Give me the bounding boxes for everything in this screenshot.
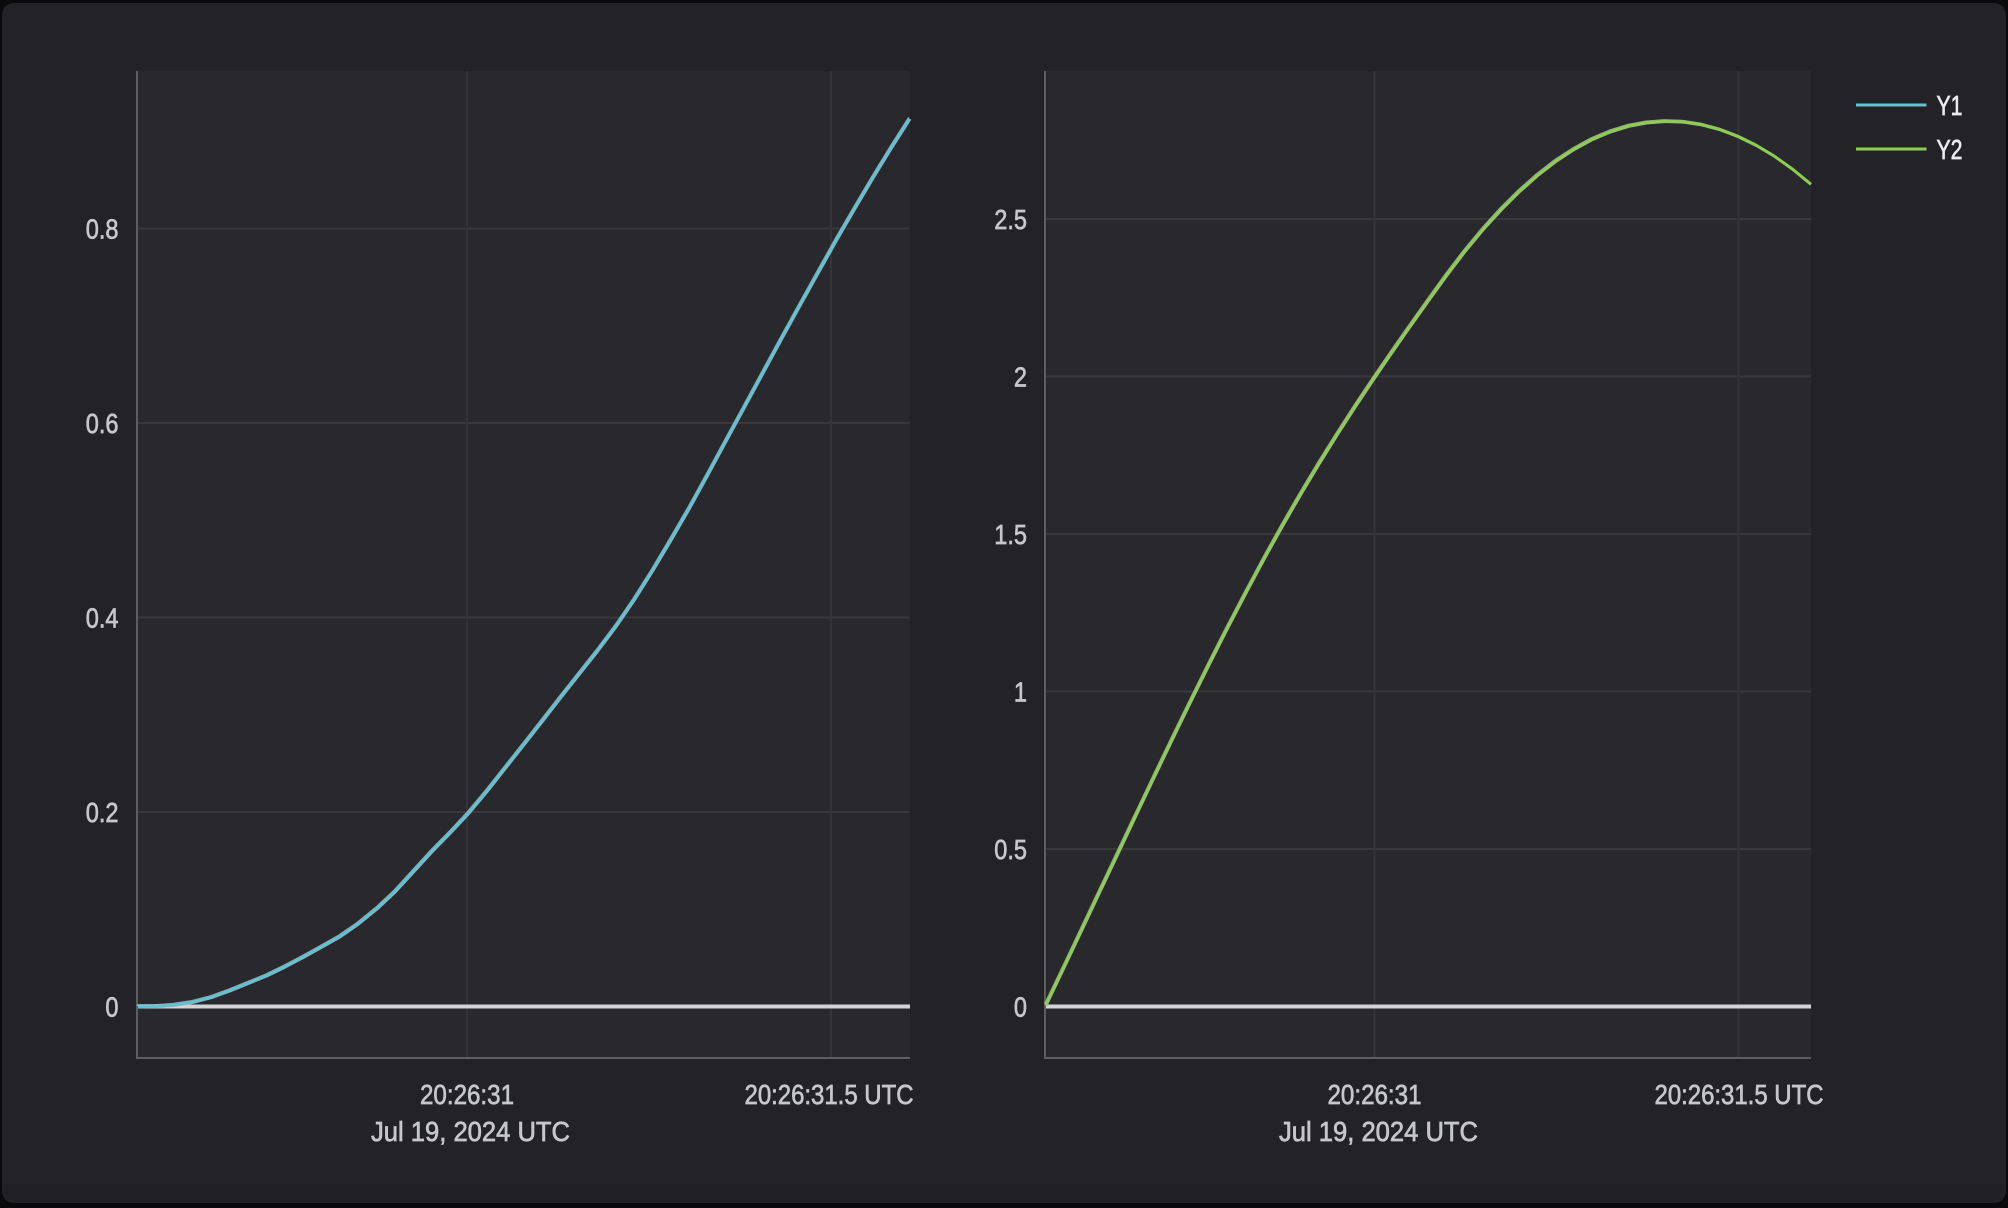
svg-text:0.6: 0.6 [86,408,119,439]
svg-text:20:26:31: 20:26:31 [420,1079,514,1110]
svg-text:1.5: 1.5 [994,519,1027,550]
svg-text:Y1: Y1 [1937,90,1963,121]
svg-text:0: 0 [105,992,118,1023]
svg-text:Jul 19, 2024 UTC: Jul 19, 2024 UTC [371,1116,570,1147]
svg-text:0.5: 0.5 [994,834,1027,865]
svg-text:Jul 19, 2024 UTC: Jul 19, 2024 UTC [1279,1116,1478,1147]
svg-text:Y2: Y2 [1937,134,1963,165]
svg-text:1: 1 [1014,677,1027,708]
svg-text:0.8: 0.8 [86,214,119,245]
svg-text:2.5: 2.5 [994,204,1027,235]
svg-text:0: 0 [1014,992,1027,1023]
svg-text:0.4: 0.4 [86,603,119,634]
svg-text:2: 2 [1014,362,1027,393]
svg-text:0.2: 0.2 [86,797,119,828]
svg-text:20:26:31.5 UTC: 20:26:31.5 UTC [745,1079,914,1110]
svg-text:20:26:31: 20:26:31 [1328,1079,1422,1110]
svg-text:20:26:31.5 UTC: 20:26:31.5 UTC [1655,1079,1824,1110]
